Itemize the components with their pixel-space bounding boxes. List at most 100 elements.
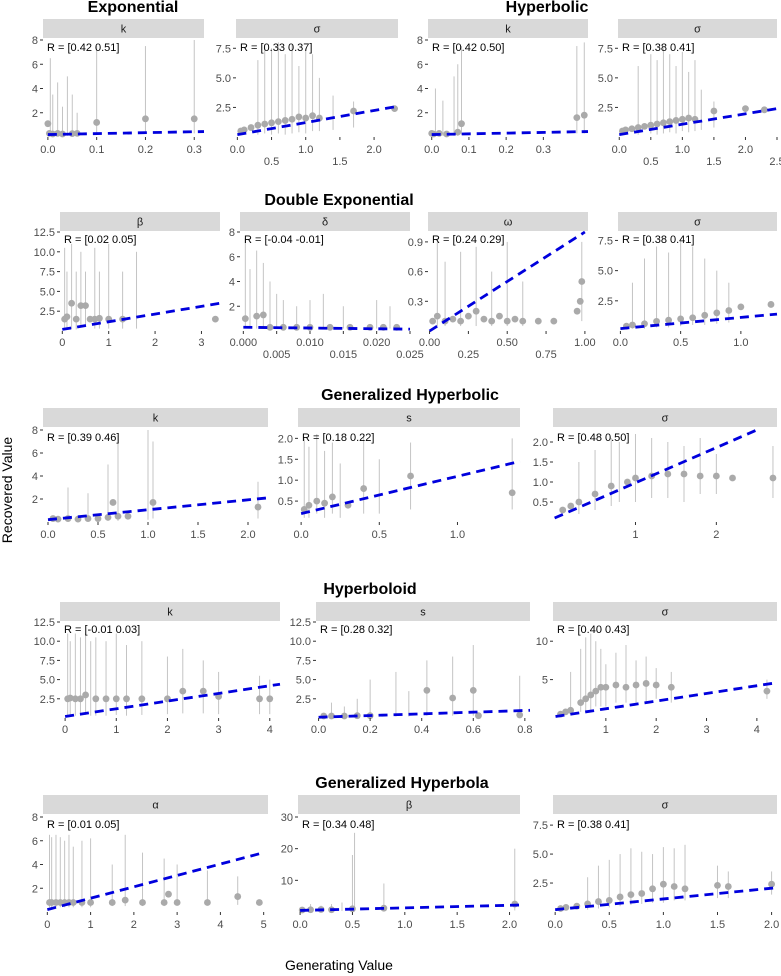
x-tick-label: 0.2 xyxy=(498,144,513,156)
data-point xyxy=(713,309,721,317)
data-point xyxy=(63,313,71,321)
x-tick-label: 1.5 xyxy=(190,529,205,541)
error-bars xyxy=(436,241,583,327)
data-point xyxy=(423,686,431,694)
y-tick-label: 4 xyxy=(32,471,38,483)
facet-strip xyxy=(240,212,410,231)
correlation-label: R = [0.38 0.41] xyxy=(557,819,629,831)
x-tick-label: 0.0 xyxy=(424,144,439,156)
facet-strip xyxy=(428,19,588,38)
data-point xyxy=(665,316,672,324)
x-tick-label: 0.025 xyxy=(396,349,424,361)
x-tick-label: 0.0 xyxy=(292,919,307,931)
y-tick-label: 1.0 xyxy=(533,477,548,489)
data-point xyxy=(768,880,775,888)
y-tick-label: 10.0 xyxy=(290,636,311,648)
error-bars xyxy=(257,42,355,135)
y-tick-label: 7.5 xyxy=(598,235,613,247)
x-tick-label: 2 xyxy=(653,724,659,736)
data-point xyxy=(641,122,648,130)
data-point xyxy=(602,683,610,691)
x-tick-label: 0.3 xyxy=(536,144,551,156)
data-point xyxy=(340,712,348,720)
y-tick-label: 2 xyxy=(32,494,38,506)
y-tick-label: 1.5 xyxy=(533,457,548,469)
facet-strip xyxy=(60,212,220,231)
error-bars xyxy=(570,633,768,715)
data-point xyxy=(92,695,100,703)
data-point xyxy=(247,124,255,131)
data-point xyxy=(71,695,79,703)
correlation-label: R = [0.01 0.05] xyxy=(47,819,119,831)
y-tick-label: 7.5 xyxy=(296,655,311,667)
facet-label: σ xyxy=(694,217,701,229)
x-tick-label: 0.0 xyxy=(40,144,55,156)
x-tick-label: 1.0 xyxy=(140,529,155,541)
panel: σ R = [0.48 0.50] 1 2 0.5 1.0 1.5 2.0 xyxy=(533,408,777,541)
panel: ωR = [0.24 0.29] 0.00 0.25 0.50 0.75 1.00 0.3 0… xyxy=(408,212,596,361)
facet-label: s xyxy=(420,607,426,619)
panel: σR = [0.38 0.41] 0.0 0.5 1.0 2.5 5.0 7.5 xyxy=(598,212,778,349)
y-tick-label: 6 xyxy=(32,836,38,848)
facet-strip xyxy=(43,795,268,814)
y-tick-label: 0.9 xyxy=(408,237,423,249)
y-tick-label: 12.5 xyxy=(290,617,311,629)
x-tick-label: 3 xyxy=(703,724,709,736)
y-tick-label: 5.0 xyxy=(216,73,231,85)
data-points xyxy=(320,686,524,720)
facet-strip xyxy=(298,408,520,427)
x-tick-label: 2 xyxy=(152,337,158,349)
data-point xyxy=(622,126,629,134)
data-point xyxy=(256,695,263,703)
y-tick-label: 7.5 xyxy=(533,820,548,832)
y-tick-label: 8 xyxy=(32,425,38,437)
data-point xyxy=(469,686,477,694)
data-point xyxy=(725,307,733,314)
y-tick-label: 2.0 xyxy=(533,437,548,449)
y-tick-label: 2 xyxy=(229,301,235,313)
x-tick-label: 3 xyxy=(216,724,222,736)
x-tick-label: 0.2 xyxy=(362,724,377,736)
facet-strip xyxy=(428,212,588,231)
x-tick-label: 1 xyxy=(106,337,112,349)
fit-line xyxy=(555,681,778,718)
data-point xyxy=(664,470,672,478)
x-tick-label: 0.0 xyxy=(612,144,627,156)
error-bars xyxy=(587,844,773,910)
y-tick-label: 10 xyxy=(536,636,548,648)
data-point xyxy=(59,130,66,138)
data-point xyxy=(573,307,581,315)
y-tick-label: 0.5 xyxy=(533,497,548,509)
x-tick-label: 0.0 xyxy=(613,337,628,349)
x-tick-label: 1.0 xyxy=(675,144,690,156)
facet-label: δ xyxy=(322,217,328,229)
data-point xyxy=(672,117,680,124)
error-bars xyxy=(48,834,239,908)
data-point xyxy=(647,121,655,129)
x-tick-label: 0.0 xyxy=(311,724,326,736)
section-title: Generalized Hyperbolic xyxy=(321,387,499,404)
data-point xyxy=(760,106,768,114)
panel: k R = [-0.01 0.03] 0 1 2 3 4 2.5 5.0 7.5 10.0 12.5 xyxy=(34,602,281,736)
x-axis-title: Generating Value xyxy=(285,957,393,973)
x-tick-label: 1 xyxy=(632,529,638,541)
panel: σR = [0.33 0.37] 0.0 0.5 1.0 1.5 2.0 2.5 5.0 7.5 xyxy=(216,19,399,168)
facet-strip xyxy=(618,212,777,231)
fit-line xyxy=(619,107,778,137)
data-point xyxy=(666,118,674,126)
data-point xyxy=(597,683,605,691)
facet-label: k xyxy=(153,413,159,425)
data-point xyxy=(266,695,274,703)
data-point xyxy=(261,120,269,128)
x-tick-label: 4 xyxy=(267,724,273,736)
data-point xyxy=(724,883,732,890)
data-point xyxy=(139,899,146,906)
y-tick-label: 5.0 xyxy=(533,849,548,861)
data-point xyxy=(605,897,613,904)
facet-strip xyxy=(618,19,777,38)
correlation-label: R = [0.28 0.32] xyxy=(320,624,392,636)
facet-label: σ xyxy=(694,24,701,36)
x-tick-label: 1.0 xyxy=(733,337,748,349)
error-bars xyxy=(330,645,521,718)
